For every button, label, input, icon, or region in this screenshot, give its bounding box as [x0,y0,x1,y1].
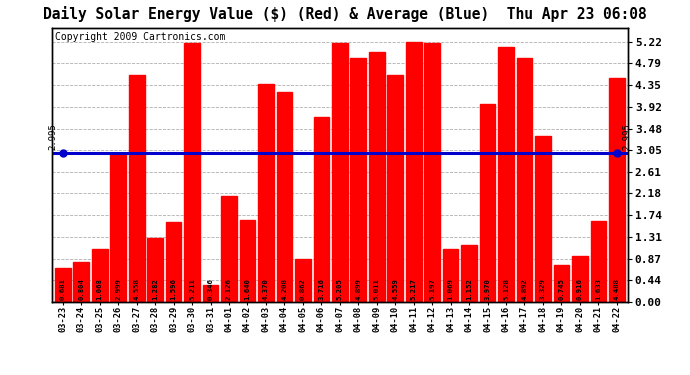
Bar [184,42,200,302]
Bar [203,285,219,302]
Bar [295,259,310,302]
Text: 2.126: 2.126 [226,279,232,300]
Bar [332,43,348,302]
Text: 0.346: 0.346 [208,279,214,300]
Bar [609,78,624,302]
Text: 3.970: 3.970 [484,279,491,300]
Text: 5.217: 5.217 [411,279,417,300]
Bar [387,75,403,302]
Text: 1.633: 1.633 [595,279,602,300]
Bar [147,238,163,302]
Bar [129,75,144,302]
Text: Copyright 2009 Cartronics.com: Copyright 2009 Cartronics.com [55,32,225,42]
Text: 1.068: 1.068 [97,279,103,300]
Bar [258,84,274,302]
Bar [166,222,181,302]
Text: 2.995: 2.995 [48,123,57,150]
Bar [443,249,458,302]
Bar [572,256,588,302]
Bar [313,117,329,302]
Text: 1.596: 1.596 [170,279,177,300]
Bar [424,43,440,302]
Text: 4.899: 4.899 [355,279,362,300]
Text: 3.716: 3.716 [318,279,324,300]
Text: 0.916: 0.916 [577,279,583,300]
Bar [535,136,551,302]
Text: 4.208: 4.208 [282,279,288,300]
Text: 1.640: 1.640 [244,279,250,300]
Bar [110,153,126,302]
Bar [406,42,422,302]
Bar [369,53,384,302]
Text: 2.999: 2.999 [115,279,121,300]
Bar [221,196,237,302]
Text: 0.681: 0.681 [60,279,66,300]
Bar [92,249,108,302]
Bar [517,58,533,302]
Text: 5.197: 5.197 [429,279,435,300]
Bar [553,265,569,302]
Text: 3.329: 3.329 [540,279,546,300]
Text: 1.152: 1.152 [466,279,472,300]
Bar [55,268,70,302]
Text: 4.558: 4.558 [134,279,139,300]
Bar [461,244,477,302]
Text: 0.862: 0.862 [300,279,306,300]
Bar [277,92,293,302]
Text: 0.745: 0.745 [558,279,564,300]
Text: 1.282: 1.282 [152,279,158,300]
Bar [351,58,366,302]
Text: 4.370: 4.370 [263,279,269,300]
Bar [480,104,495,302]
Text: 4.892: 4.892 [522,279,527,300]
Text: 5.128: 5.128 [503,279,509,300]
Text: Daily Solar Energy Value ($) (Red) & Average (Blue)  Thu Apr 23 06:08: Daily Solar Energy Value ($) (Red) & Ave… [43,6,647,22]
Text: 4.559: 4.559 [392,279,398,300]
Text: 0.804: 0.804 [78,279,84,300]
Bar [498,46,514,302]
Text: 2.995: 2.995 [622,123,631,150]
Bar [239,220,255,302]
Bar [591,220,607,302]
Text: 4.488: 4.488 [614,279,620,300]
Text: 1.069: 1.069 [448,279,453,300]
Bar [73,262,89,302]
Text: 5.205: 5.205 [337,279,343,300]
Text: 5.011: 5.011 [374,279,380,300]
Text: 5.211: 5.211 [189,279,195,300]
